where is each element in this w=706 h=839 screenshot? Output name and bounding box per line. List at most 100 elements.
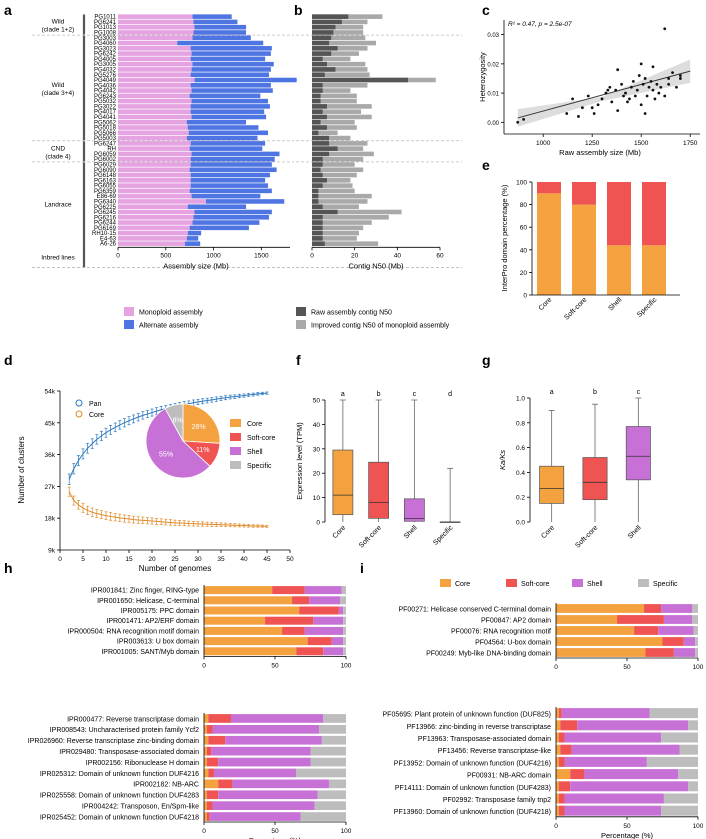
legend-label: Shell <box>587 581 603 588</box>
x-tick-label: 100 <box>341 662 352 669</box>
y-tick-label: 1.0 <box>516 396 525 403</box>
fit-annotation: R² = 0.47, p = 2.5e-07 <box>508 21 572 28</box>
bar-segment <box>296 647 324 656</box>
row-label: RH10-15 <box>92 231 117 237</box>
bar-segment <box>570 781 689 792</box>
bar-segment <box>300 812 346 821</box>
row-label: PG6340 <box>94 199 117 205</box>
scatter-point <box>596 103 600 107</box>
y-tick-label: 27k <box>45 484 56 491</box>
row-label: PG6169 <box>94 226 117 232</box>
scatter-point <box>645 94 649 98</box>
bar-improved-n50 <box>312 24 364 30</box>
bar-segment <box>204 586 273 595</box>
bar-alternate <box>189 167 277 173</box>
bar-alternate <box>194 209 272 215</box>
legend-label: Alternate assembly <box>139 323 199 330</box>
bar-softcore-part <box>537 182 561 194</box>
bar-improved-n50 <box>312 88 351 93</box>
scatter-point <box>604 91 608 95</box>
bar-raw-n50 <box>312 209 338 215</box>
pie-label: 8% <box>173 418 183 425</box>
row-label: PG1011 <box>94 15 116 21</box>
scatter-point <box>639 62 643 66</box>
bar-alternate <box>190 82 271 88</box>
bar-monoploid <box>118 72 191 78</box>
bar-alternate <box>187 125 259 130</box>
scatter-point <box>628 97 631 101</box>
x-tick-label: 0 <box>554 664 558 671</box>
bar-segment <box>343 616 346 625</box>
bar-alternate <box>191 151 280 157</box>
bar-improved-n50 <box>312 214 389 220</box>
legend-label: Specific <box>653 581 678 588</box>
y-tick-label: 40 <box>520 247 528 254</box>
bar-segment <box>204 596 293 605</box>
bar-alternate <box>191 114 267 120</box>
scatter-point <box>608 85 612 89</box>
group-label: Landrace <box>44 202 71 209</box>
x-tick-label: 0 <box>58 556 62 563</box>
bar-monoploid <box>118 204 188 210</box>
bar-improved-n50 <box>312 162 355 167</box>
box <box>582 457 608 501</box>
row-label: PG4005 <box>94 57 117 63</box>
row-label: PG6163 <box>94 178 117 184</box>
bar-segment <box>310 757 346 767</box>
row-label: PF14111: Domain of unknown function (DUF… <box>395 785 551 792</box>
bar-segment <box>211 746 311 756</box>
row-label: IPR000504: RNA recognition motif domain <box>67 628 199 635</box>
panel-letter-a: a <box>4 2 12 18</box>
bar-alternate <box>186 135 258 141</box>
core-curve <box>68 491 268 527</box>
bar-segment <box>319 725 346 734</box>
bar-segment <box>692 615 698 624</box>
bar-improved-n50 <box>312 178 351 183</box>
row-label: IPR005175: PPC domain <box>121 608 199 615</box>
bar-segment <box>560 744 572 755</box>
x-axis-label: Raw assembly size (Mb) <box>559 148 641 157</box>
bar-segment <box>556 648 646 657</box>
y-tick-label: 0.02 <box>487 62 499 68</box>
x-tick-label: Specific <box>432 524 455 547</box>
panel-letter-b: b <box>294 2 303 18</box>
bar-monoploid <box>118 51 192 56</box>
x-tick-label: 40 <box>394 252 402 259</box>
row-label: PG6359 <box>94 189 117 195</box>
bar-monoploid <box>118 30 194 35</box>
box <box>539 465 565 504</box>
scatter-point <box>581 106 584 110</box>
bar-segment <box>644 604 662 613</box>
bar-raw-n50 <box>312 14 349 19</box>
row-label: PF13456: Reverse transcriptase-like <box>438 748 551 755</box>
bar-segment <box>218 757 311 767</box>
scatter-point <box>516 120 520 124</box>
panel-letter-g: g <box>482 352 491 368</box>
bar-segment <box>206 801 213 810</box>
bar-raw-n50 <box>312 204 323 210</box>
bar-monoploid <box>118 172 191 178</box>
bar-monoploid <box>118 156 191 162</box>
bar-raw-n50 <box>312 93 321 99</box>
row-label: PG3023 <box>94 46 117 52</box>
bar-segment <box>272 586 305 595</box>
y-tick-label: 0.03 <box>487 33 499 39</box>
panel-letter-f: f <box>296 352 301 368</box>
x-tick-label: 1250 <box>585 140 600 147</box>
bar-monoploid <box>118 183 191 188</box>
row-label: RH <box>107 147 116 153</box>
y-tick-label: 30 <box>313 446 321 453</box>
panel-letter-i: i <box>360 560 364 576</box>
y-axis-label: Number of clusters <box>17 436 26 503</box>
row-label: E86-69 <box>97 194 117 200</box>
bar-segment <box>556 604 645 613</box>
bar-alternate <box>190 156 275 162</box>
bar-alternate <box>190 162 272 167</box>
legend-marker-core <box>75 410 83 418</box>
bar-alternate <box>191 67 271 72</box>
bar-segment <box>218 790 318 800</box>
y-tick-label: 9k <box>48 548 56 555</box>
scatter-point <box>592 112 596 115</box>
legend-swatch-raw <box>296 307 306 316</box>
bar-alternate <box>191 193 261 199</box>
